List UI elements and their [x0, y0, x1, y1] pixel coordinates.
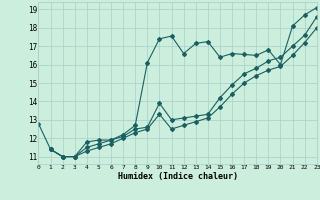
X-axis label: Humidex (Indice chaleur): Humidex (Indice chaleur) — [118, 172, 238, 181]
